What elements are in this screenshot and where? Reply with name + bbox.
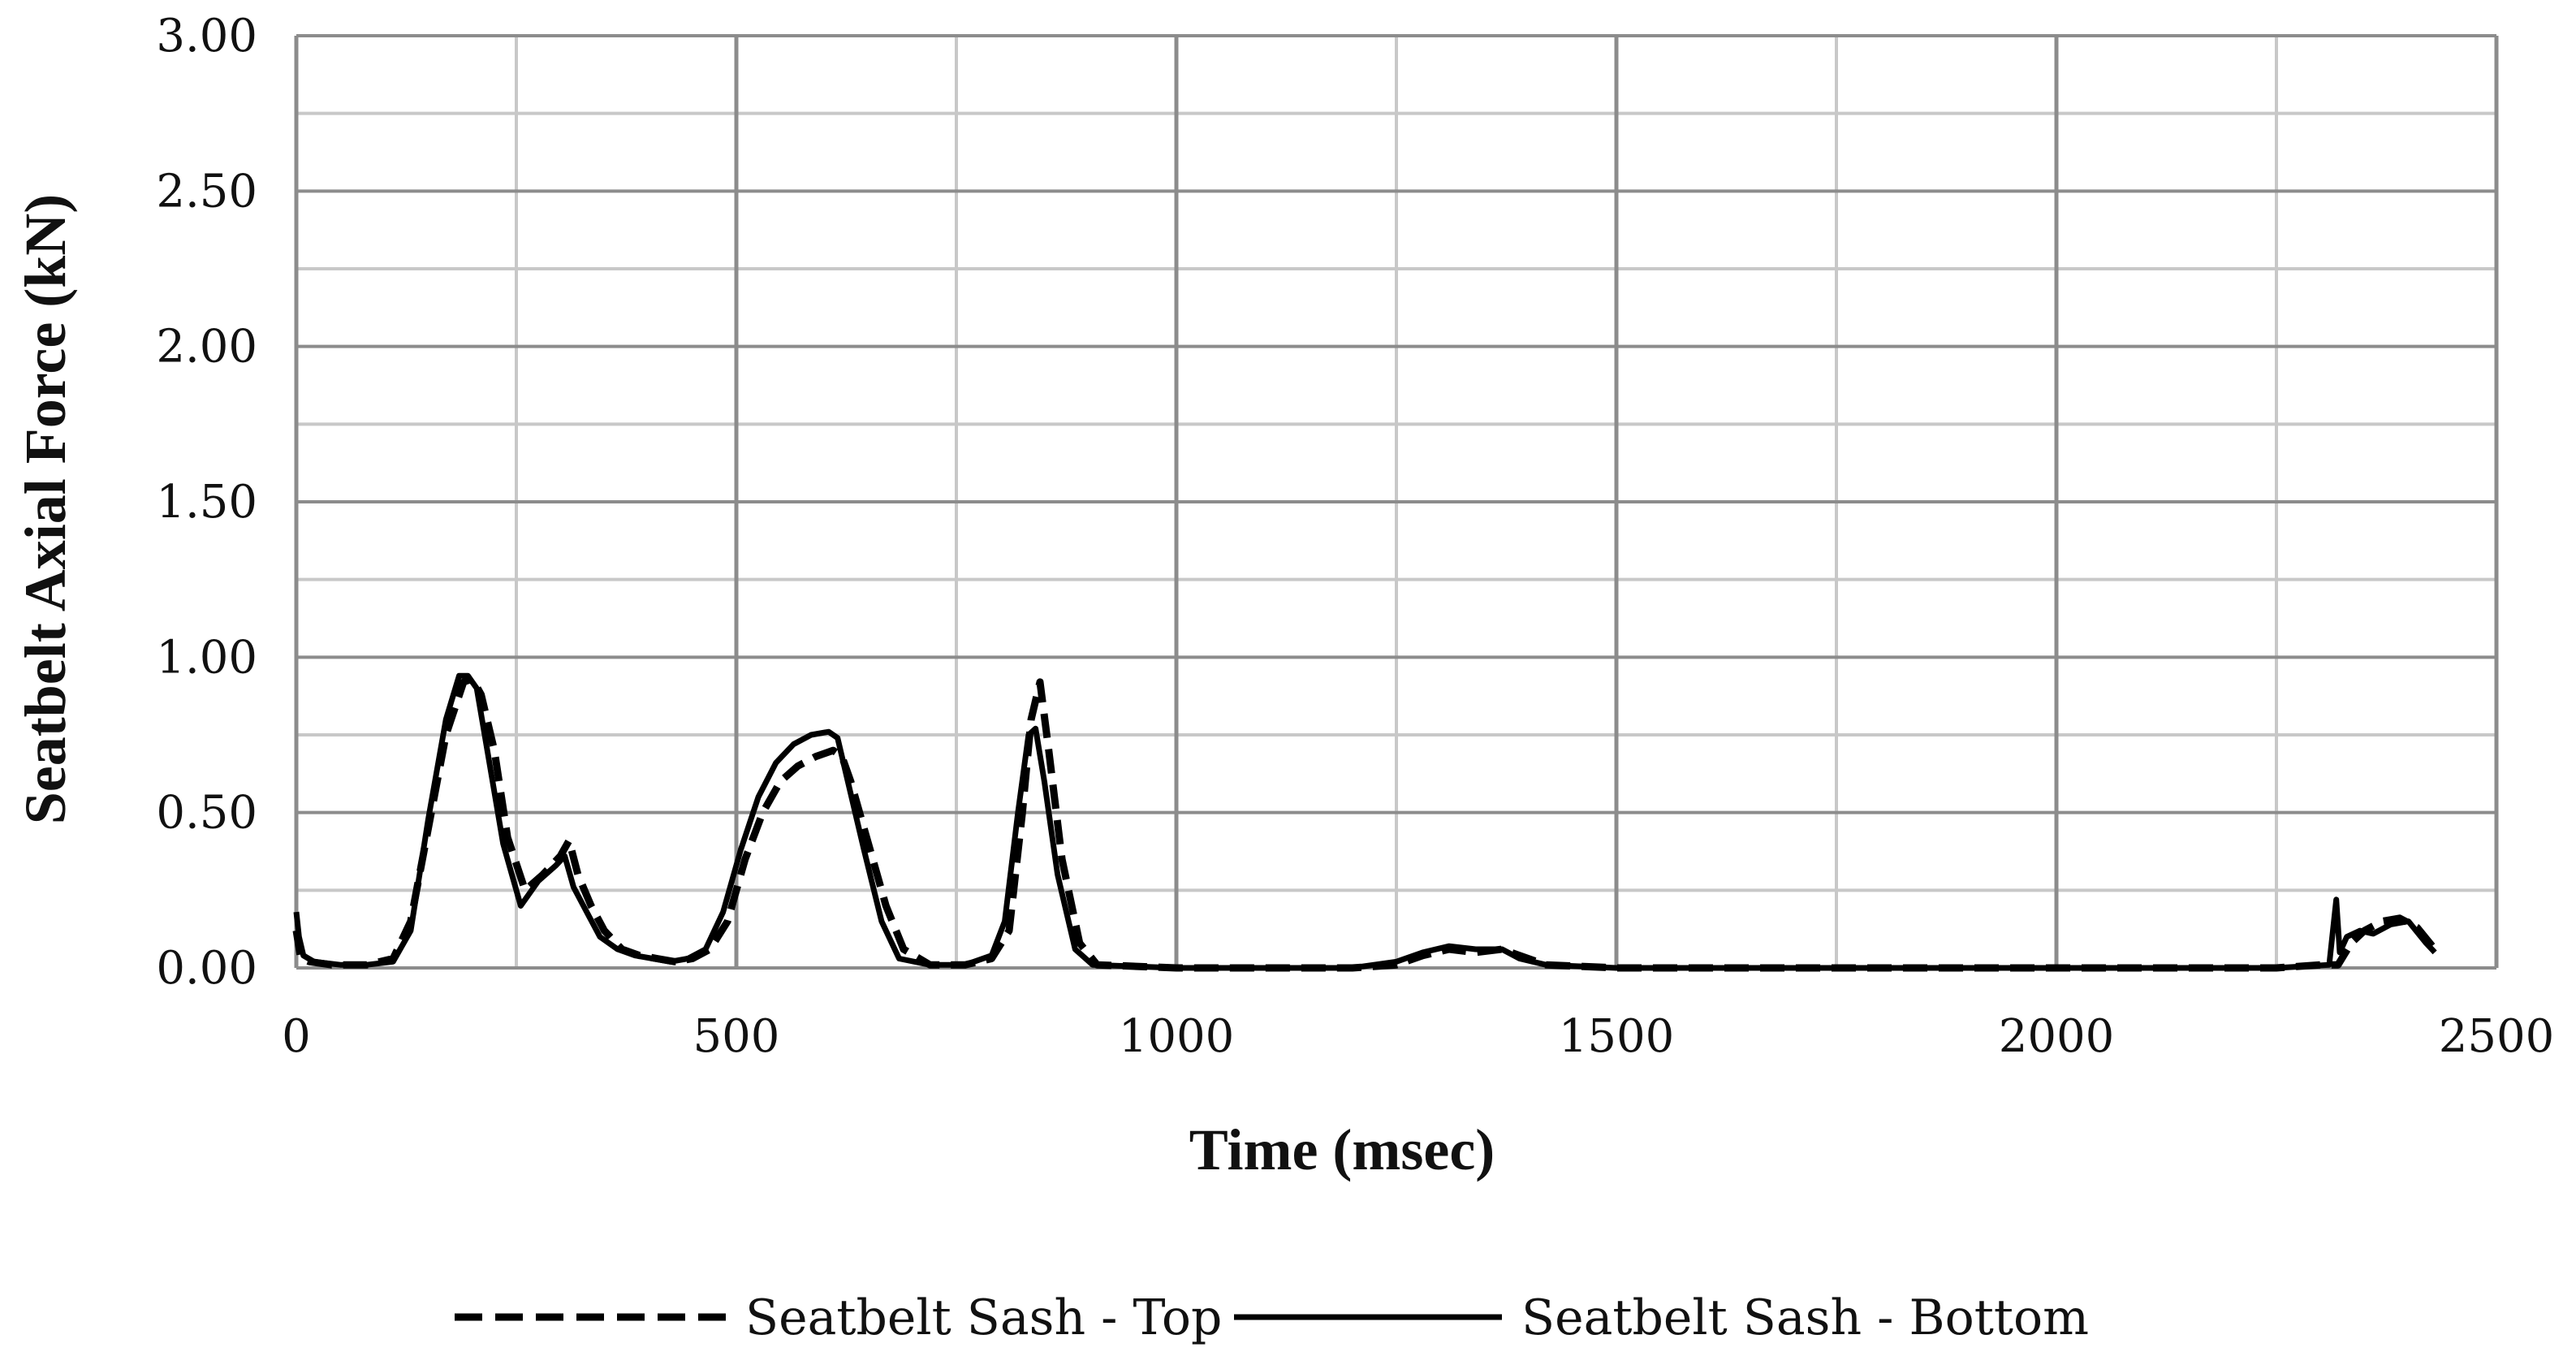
y-tick-label: 1.50: [156, 476, 257, 529]
y-axis-title: Seatbelt Axial Force (kN): [13, 194, 78, 825]
series-line-top: [292, 675, 2438, 972]
y-tick-label: 3.00: [156, 10, 257, 63]
x-axis-title: Time (msec): [1189, 1117, 1495, 1182]
legend: Seatbelt Sash - Top Seatbelt Sash - Bott…: [455, 1289, 2089, 1346]
x-tick-label: 2500: [2439, 1010, 2555, 1063]
series-line-bottom: [293, 672, 2437, 971]
y-tick-label: 2.00: [156, 321, 257, 374]
x-tick-label: 1500: [1559, 1010, 1675, 1063]
x-axis-ticks: 0 500 1000 1500 2000 2500: [282, 1010, 2554, 1063]
y-tick-label: 0.00: [156, 942, 257, 995]
legend-label-bottom: Seatbelt Sash - Bottom: [1521, 1289, 2089, 1346]
major-gridlines: [294, 34, 2499, 970]
x-tick-label: 2000: [1999, 1010, 2115, 1063]
x-tick-label: 1000: [1119, 1010, 1235, 1063]
y-tick-label: 1.00: [156, 631, 257, 684]
x-tick-label: 500: [693, 1010, 780, 1063]
y-axis-ticks: 0.00 0.50 1.00 1.50 2.00 2.50 3.00: [156, 10, 257, 995]
y-tick-label: 2.50: [156, 165, 257, 218]
y-tick-label: 0.50: [156, 787, 257, 840]
legend-label-top: Seatbelt Sash - Top: [745, 1289, 1222, 1346]
series-lines: [292, 672, 2438, 972]
x-tick-label: 0: [282, 1010, 311, 1063]
